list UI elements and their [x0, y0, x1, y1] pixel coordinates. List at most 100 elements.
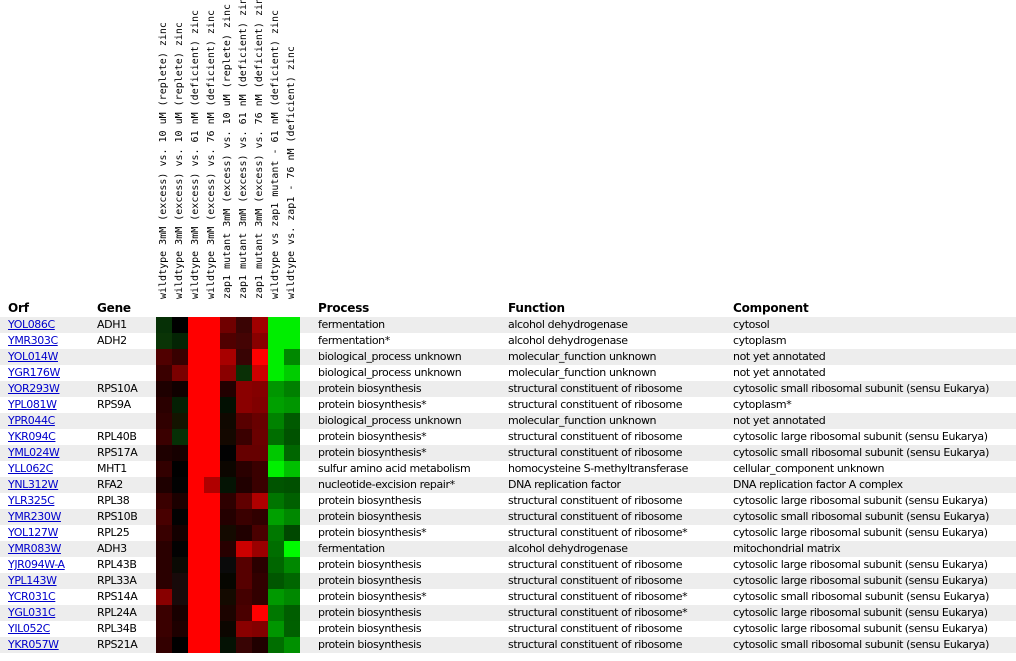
- heatmap-cell: [188, 333, 204, 349]
- column-header-component: Component: [733, 301, 809, 315]
- heatmap-row: [156, 381, 300, 397]
- heatmap-cell: [156, 637, 172, 653]
- table-row: YIL052C RPL34B protein biosynthesis structu…: [0, 621, 1016, 637]
- orf-cell: YMR083W: [8, 541, 61, 557]
- heatmap-row: [156, 365, 300, 381]
- function-label: DNA replication factor: [508, 478, 621, 491]
- function-label: structural constituent of ribosome: [508, 574, 683, 587]
- orf-link[interactable]: YPL081W: [8, 398, 57, 411]
- heatmap-cell: [188, 413, 204, 429]
- heatmap-cell: [268, 541, 284, 557]
- orf-link[interactable]: YGR176W: [8, 366, 60, 379]
- heatmap-cell: [220, 493, 236, 509]
- component-label: not yet annotated: [733, 366, 826, 379]
- heatmap-cell: [172, 621, 188, 637]
- heatmap-cell: [268, 445, 284, 461]
- orf-cell: YKR057W: [8, 637, 59, 653]
- heatmap-cell: [236, 429, 252, 445]
- gene-label: RPS14A: [97, 590, 138, 603]
- gene-label: RPS21A: [97, 638, 138, 651]
- process-label: fermentation*: [318, 334, 390, 347]
- heatmap-cell: [252, 493, 268, 509]
- function-label: structural constituent of ribosome: [508, 398, 683, 411]
- function-label: molecular_function unknown: [508, 414, 657, 427]
- process-label: nucleotide-excision repair*: [318, 478, 455, 491]
- orf-link[interactable]: YKR057W: [8, 638, 59, 651]
- heatmap-cell: [220, 589, 236, 605]
- orf-link[interactable]: YNL312W: [8, 478, 59, 491]
- heatmap-cell: [236, 557, 252, 573]
- heatmap-cell: [172, 397, 188, 413]
- orf-link[interactable]: YOL014W: [8, 350, 58, 363]
- table-row: YOL086C ADH1 fermentation alcohol dehydroge…: [0, 317, 1016, 333]
- orf-cell: YPL143W: [8, 573, 57, 589]
- orf-link[interactable]: YPL143W: [8, 574, 57, 587]
- orf-link[interactable]: YML024W: [8, 446, 60, 459]
- heatmap-cell: [204, 445, 220, 461]
- orf-cell: YOL127W: [8, 525, 58, 541]
- orf-link[interactable]: YPR044C: [8, 414, 55, 427]
- heatmap-row: [156, 557, 300, 573]
- orf-link[interactable]: YOL086C: [8, 318, 55, 331]
- table-row: YPR044C biological_process unknown molecul…: [0, 413, 1016, 429]
- orf-link[interactable]: YMR230W: [8, 510, 61, 523]
- heatmap-cell: [156, 589, 172, 605]
- heatmap-cell: [284, 349, 300, 365]
- function-label: alcohol dehydrogenase: [508, 318, 628, 331]
- heatmap-row: [156, 637, 300, 653]
- heatmap-cell: [188, 477, 204, 493]
- heatmap-row: [156, 333, 300, 349]
- heatmap-cell: [172, 349, 188, 365]
- heatmap-row: [156, 477, 300, 493]
- heatmap-cell: [220, 429, 236, 445]
- heatmap-cell: [236, 365, 252, 381]
- orf-link[interactable]: YOR293W: [8, 382, 60, 395]
- heatmap-cell: [252, 621, 268, 637]
- table-row: YPL081W RPS9A protein biosynthesis* structu…: [0, 397, 1016, 413]
- process-label: fermentation: [318, 542, 385, 555]
- heatmap-cell: [236, 509, 252, 525]
- orf-link[interactable]: YIL052C: [8, 622, 50, 635]
- heatmap-cell: [236, 317, 252, 333]
- gene-label: RPL40B: [97, 430, 137, 443]
- heatmap-cell: [236, 493, 252, 509]
- orf-link[interactable]: YLR325C: [8, 494, 55, 507]
- heatmap-cell: [220, 333, 236, 349]
- orf-link[interactable]: YGL031C: [8, 606, 56, 619]
- heatmap-cell: [284, 509, 300, 525]
- function-label: structural constituent of ribosome: [508, 494, 683, 507]
- heatmap-cell: [252, 429, 268, 445]
- orf-link[interactable]: YMR083W: [8, 542, 61, 555]
- orf-link[interactable]: YLL062C: [8, 462, 53, 475]
- component-label: cytoplasm: [733, 334, 787, 347]
- heatmap-cell: [236, 397, 252, 413]
- heatmap-cell: [284, 493, 300, 509]
- heatmap-cell: [188, 317, 204, 333]
- orf-link[interactable]: YKR094C: [8, 430, 56, 443]
- component-label: cytosolic large ribosomal subunit (sensu…: [733, 494, 988, 507]
- heatmap-cell: [268, 557, 284, 573]
- orf-link[interactable]: YOL127W: [8, 526, 58, 539]
- heatmap-cell: [188, 381, 204, 397]
- heatmap-cell: [268, 349, 284, 365]
- heatmap-cell: [156, 317, 172, 333]
- orf-link[interactable]: YMR303C: [8, 334, 58, 347]
- function-label: structural constituent of ribosome*: [508, 590, 688, 603]
- component-label: cytosol: [733, 318, 770, 331]
- process-label: protein biosynthesis*: [318, 590, 427, 603]
- heatmap-row: [156, 605, 300, 621]
- orf-link[interactable]: YCR031C: [8, 590, 56, 603]
- process-label: protein biosynthesis*: [318, 430, 427, 443]
- heatmap-cell: [156, 509, 172, 525]
- orf-link[interactable]: YJR094W-A: [8, 558, 65, 571]
- heatmap-cell: [284, 557, 300, 573]
- orf-cell: YNL312W: [8, 477, 59, 493]
- heatmap-cell: [220, 605, 236, 621]
- heatmap-row: [156, 525, 300, 541]
- heatmap-cell: [188, 557, 204, 573]
- heatmap-cell: [172, 317, 188, 333]
- component-label: mitochondrial matrix: [733, 542, 841, 555]
- heatmap-row: [156, 493, 300, 509]
- heatmap-cell: [268, 333, 284, 349]
